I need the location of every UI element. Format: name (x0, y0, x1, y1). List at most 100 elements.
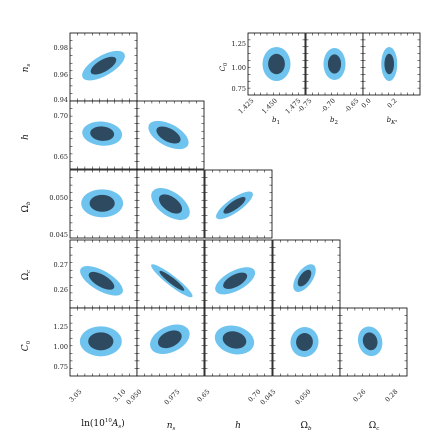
panel-ticks (70, 101, 137, 169)
inset-ticks (306, 33, 363, 95)
panel-ticks (70, 33, 137, 101)
panel-ticks (340, 308, 407, 376)
inset-frame (247, 32, 306, 96)
contour-68 (90, 56, 117, 75)
panel-lnAs-vs-ns (69, 32, 138, 102)
contour-68 (158, 194, 183, 214)
xlabel-omegac: Ωc (369, 421, 380, 432)
inset-ticks (363, 33, 420, 95)
inset-panel-2 (305, 32, 364, 96)
xtick-omegab-0.050: 0.050 (294, 388, 313, 407)
xtick-ns-0.975: 0.975 (163, 388, 182, 407)
ytick-c0-0.75: 0.75 (54, 363, 68, 371)
ytick-h-0.65: 0.65 (54, 153, 68, 161)
xlabel-ns: ns (167, 421, 176, 432)
ytick-c0-1.00: 1.00 (54, 343, 68, 351)
panel-ticks (137, 308, 204, 376)
inset-xtick-1-1: 1.450 (260, 97, 279, 116)
xtick-ns-0.950: 0.950 (125, 388, 144, 407)
inset-xtick-3-1: 0.2 (386, 97, 399, 110)
xtick-lnas-3.05: 3.05 (68, 388, 84, 404)
panel-lnAs-vs-h (69, 100, 138, 170)
panel-h-vs-C0 (204, 307, 273, 377)
ylabel-omegab: Ωb (21, 201, 32, 212)
ytick-ns-0.96: 0.96 (54, 71, 68, 79)
contour-68 (297, 269, 312, 287)
ytick-omegac-0.27: 0.27 (54, 261, 68, 269)
xlabel-lnas: ln(1010As) (81, 418, 124, 430)
ytick-ns-0.94: 0.94 (54, 96, 68, 104)
xlabel-omegab: Ωb (301, 421, 312, 432)
panel-ns-vs-Omega_b (136, 169, 205, 239)
inset-ytick-0: 1.25 (232, 40, 246, 48)
panel-ticks (137, 240, 204, 308)
inset-ytick-1: 1.00 (232, 64, 246, 72)
inset-panel-3 (362, 32, 421, 96)
inset-contour-68 (384, 53, 395, 75)
contour-68 (223, 197, 246, 214)
panel-ticks (137, 101, 204, 169)
inset-ylabel-c0: C0 (219, 62, 229, 71)
panel-ns-vs-h (136, 100, 205, 170)
panel-frame (69, 169, 138, 239)
ylabel-h: h (21, 134, 31, 140)
panel-ticks (70, 308, 137, 376)
inset-ytick-2: 0.75 (232, 85, 246, 93)
panel-Omega_b-vs-C0 (272, 307, 341, 377)
contour-68 (90, 126, 115, 141)
panel-Omega_c-vs-C0 (339, 307, 408, 377)
contour-68 (156, 126, 181, 144)
inset-ticks (248, 33, 305, 95)
panel-ticks (273, 308, 340, 376)
panel-ticks (70, 240, 137, 308)
contour-68 (88, 332, 114, 351)
inset-panel-1 (247, 32, 306, 96)
panel-ns-vs-Omega_c (136, 239, 205, 309)
panel-ns-vs-C0 (136, 307, 205, 377)
contour-68 (88, 271, 115, 290)
ytick-omegac-0.26: 0.26 (54, 286, 68, 294)
contour-68 (89, 194, 115, 212)
panel-ticks (70, 170, 137, 238)
panel-lnAs-vs-C0 (69, 307, 138, 377)
contour-68 (296, 333, 313, 351)
inset-labels: C0 b1 b2 bK² (219, 62, 397, 126)
contour-68 (159, 270, 185, 291)
contour-68 (222, 331, 247, 349)
inset-xlabel-b2: b2 (330, 116, 338, 126)
panel-ticks (137, 170, 204, 238)
ylabel-c0: C0 (21, 340, 32, 351)
xtick-omegac-0.28: 0.28 (384, 388, 400, 404)
xtick-omegac-0.26: 0.26 (352, 388, 368, 404)
panel-ticks (273, 240, 340, 308)
panel-ticks (205, 308, 272, 376)
panel-h-vs-Omega_c (204, 239, 273, 309)
contour-68 (157, 330, 182, 349)
panels-layer: 0.98 0.96 0.94 0.70 0.65 0.050 0.045 0.27 0.26 1.… (49, 32, 421, 407)
xlabel-h: h (235, 421, 241, 431)
ytick-omegab-0.050: 0.050 (49, 194, 68, 202)
panel-ticks (205, 170, 272, 238)
inset-contour-68 (327, 54, 342, 74)
contour-68 (223, 272, 248, 289)
y-axis-labels: ns h Ωb Ωc C0 (21, 64, 32, 352)
inset-xtick-1-0: 1.425 (237, 97, 256, 116)
ytick-h-0.70: 0.70 (54, 112, 68, 120)
ylabel-ns: ns (21, 64, 32, 73)
ytick-omegab-0.045: 0.045 (49, 231, 68, 239)
inset-xtick-2-1: -0.70 (319, 97, 336, 114)
inset-xtick-2-2: -0.65 (343, 97, 360, 114)
ylabel-omegac: Ωc (21, 270, 32, 281)
panel-ticks (205, 240, 272, 308)
inset-xtick-3-0: 0.0 (360, 97, 373, 110)
ytick-c0-1.25: 1.25 (54, 323, 68, 331)
inset-xlabel-b1: b1 (272, 116, 280, 126)
panel-lnAs-vs-Omega_c (69, 239, 138, 309)
xtick-omegab-0.045: 0.045 (259, 388, 278, 407)
ytick-ns-0.98: 0.98 (54, 44, 68, 52)
contour-68 (362, 332, 378, 351)
xtick-h-0.65: 0.65 (196, 388, 212, 404)
panel-lnAs-vs-Omega_b (69, 169, 138, 239)
x-axis-labels: ln(1010As) ns h Ωb Ωc (81, 418, 379, 432)
